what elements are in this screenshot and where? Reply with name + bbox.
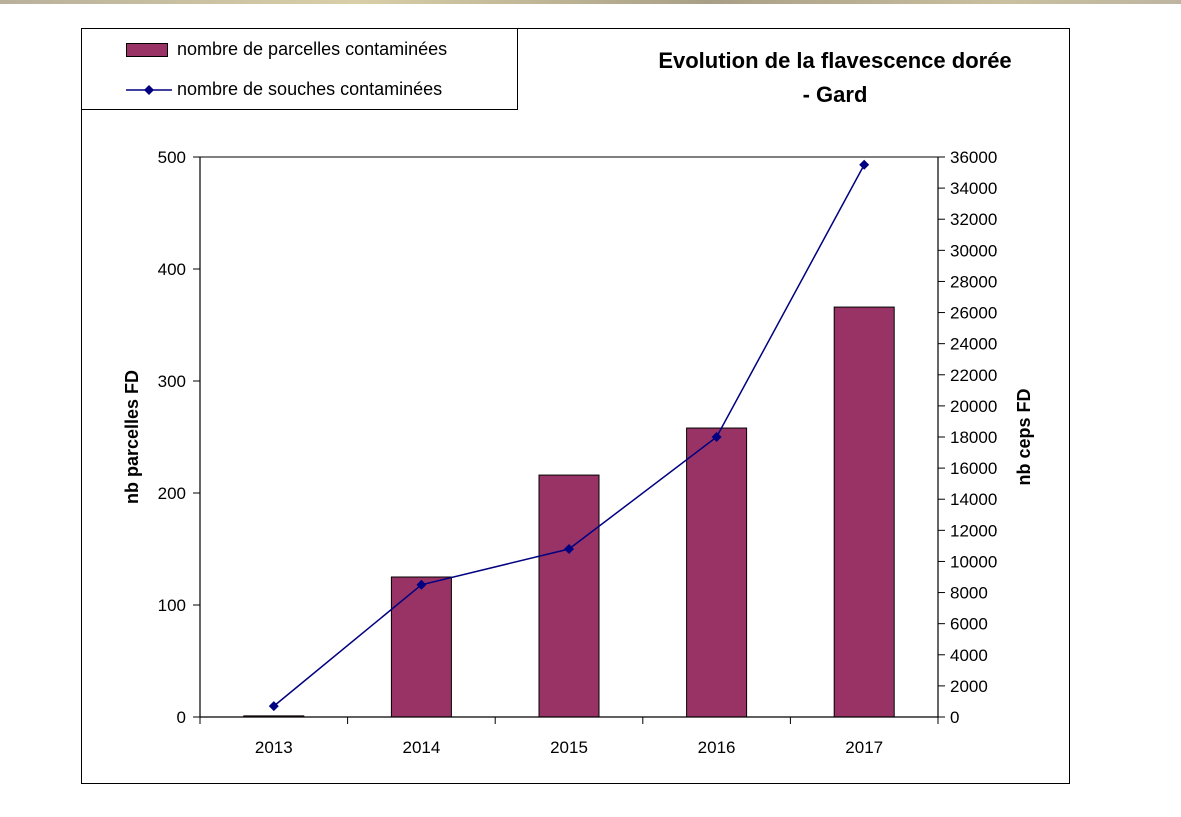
point-souches-2016 <box>711 432 722 442</box>
y-right-axis-label: nb ceps FD <box>1014 388 1034 485</box>
y-right-tick-label: 34000 <box>950 179 997 198</box>
y-right-tick-label: 14000 <box>950 490 997 509</box>
y-right-tick-label: 6000 <box>950 615 988 634</box>
point-souches-2014 <box>416 579 427 590</box>
legend-swatch-line <box>126 85 172 95</box>
y-left-tick-label: 200 <box>158 484 186 503</box>
y-right-tick-label: 12000 <box>950 521 997 540</box>
y-right-tick-label: 16000 <box>950 459 997 478</box>
legend-swatch-bar <box>126 43 168 57</box>
y-right-tick-label: 24000 <box>950 335 997 354</box>
chart-title: Evolution de la flavescence dorée - Gard <box>590 44 1080 112</box>
bar-2017 <box>833 306 895 718</box>
y-right-tick-label: 8000 <box>950 584 988 603</box>
legend-item-souches: nombre de souches contaminées <box>82 78 518 102</box>
y-left-tick-label: 100 <box>158 596 186 615</box>
y-left-tick-label: 400 <box>158 260 186 279</box>
point-souches-2015 <box>564 544 574 554</box>
legend-item-parcelles: nombre de parcelles contaminées <box>82 38 518 62</box>
y-right-tick-label: 30000 <box>950 241 997 260</box>
y-left-tick-label: 0 <box>177 708 186 727</box>
bar-2014 <box>390 576 452 718</box>
legend-label-parcelles: nombre de parcelles contaminées <box>177 39 448 59</box>
x-tick-label: 2015 <box>550 738 588 757</box>
legend: nombre de parcelles contaminées nombre d… <box>82 29 518 110</box>
point-souches-2017 <box>859 159 870 170</box>
y-left-tick-label: 300 <box>158 372 186 391</box>
y-right-tick-label: 28000 <box>950 272 997 291</box>
y-right-tick-label: 0 <box>950 708 959 727</box>
chart-frame <box>81 28 1070 784</box>
legend-label-souches: nombre de souches contaminées <box>177 79 443 99</box>
y-left-axis-label: nb parcelles FD <box>122 370 142 504</box>
bar-2015 <box>538 474 600 718</box>
chart-title-line-1: Evolution de la flavescence dorée <box>658 48 1012 73</box>
top-decoration-strip <box>0 0 1181 4</box>
x-tick-label: 2017 <box>845 738 883 757</box>
chart-title-line-2: - Gard <box>802 82 868 107</box>
x-tick-label: 2013 <box>255 738 293 757</box>
x-tick-label: 2014 <box>402 738 440 757</box>
y-right-tick-label: 26000 <box>950 304 997 323</box>
x-tick-label: 2016 <box>698 738 736 757</box>
y-right-tick-label: 18000 <box>950 428 997 447</box>
y-right-tick-label: 4000 <box>950 646 988 665</box>
y-left-tick-label: 500 <box>158 148 186 167</box>
y-right-tick-label: 2000 <box>950 677 988 696</box>
y-right-tick-label: 32000 <box>950 210 997 229</box>
y-right-tick-label: 36000 <box>950 148 997 167</box>
y-right-tick-label: 22000 <box>950 366 997 385</box>
y-right-tick-label: 20000 <box>950 397 997 416</box>
y-right-tick-label: 10000 <box>950 552 997 571</box>
point-souches-2013 <box>268 701 279 712</box>
bar-2016 <box>686 427 748 718</box>
